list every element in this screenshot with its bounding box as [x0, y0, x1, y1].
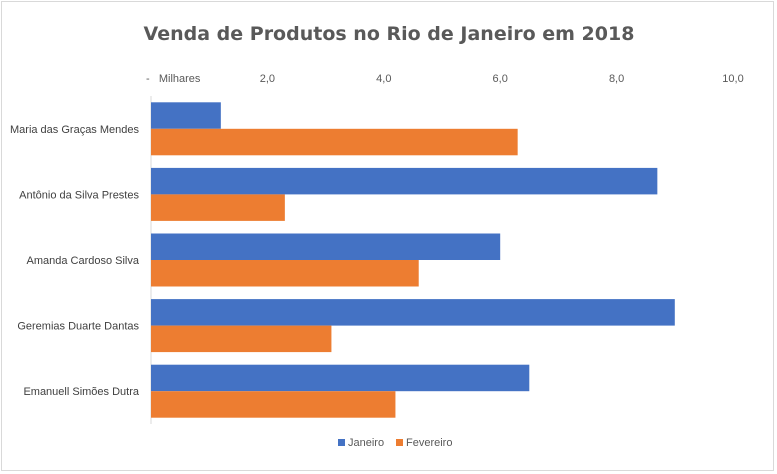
bar-fevereiro-4	[151, 391, 396, 418]
bar-fevereiro-3	[151, 325, 332, 353]
x-tick-label: 2,0	[260, 73, 275, 85]
bar-janeiro-0	[151, 102, 221, 129]
category-label: Antônio da Silva Prestes	[19, 189, 139, 201]
chart-title: Venda de Produtos no Rio de Janeiro em 2…	[144, 23, 635, 45]
bar-fevereiro-2	[151, 260, 419, 287]
legend: Janeiro Fevereiro	[338, 437, 452, 449]
legend-label-janeiro: Janeiro	[348, 437, 384, 449]
legend-label-fevereiro: Fevereiro	[406, 437, 452, 449]
x-tick-label: 4,0	[376, 73, 391, 85]
category-labels: Maria das Graças Mendes Antônio da Silva …	[10, 124, 140, 398]
bar-janeiro-2	[151, 233, 501, 260]
bar-fevereiro-0	[151, 128, 518, 156]
category-label: Amanda Cardoso Silva	[26, 255, 139, 267]
x-tick-label: - Milhares	[146, 73, 201, 85]
bar-fevereiro-1	[151, 194, 285, 221]
x-tick-label: 10,0	[722, 73, 743, 85]
x-axis-ticks: - Milhares 2,0 4,0 6,0 8,0 10,0	[146, 73, 744, 85]
bar-janeiro-3	[151, 299, 675, 326]
bar-janeiro-1	[151, 167, 658, 195]
bars	[151, 102, 675, 418]
category-label: Emanuell Simões Dutra	[23, 386, 139, 398]
category-label: Maria das Graças Mendes	[10, 124, 139, 136]
legend-swatch-fevereiro	[396, 439, 403, 446]
x-tick-label: 8,0	[609, 73, 624, 85]
category-label: Geremias Duarte Dantas	[17, 321, 139, 333]
legend-swatch-janeiro	[338, 439, 345, 446]
bar-janeiro-4	[151, 364, 530, 392]
x-tick-label: 6,0	[493, 73, 508, 85]
